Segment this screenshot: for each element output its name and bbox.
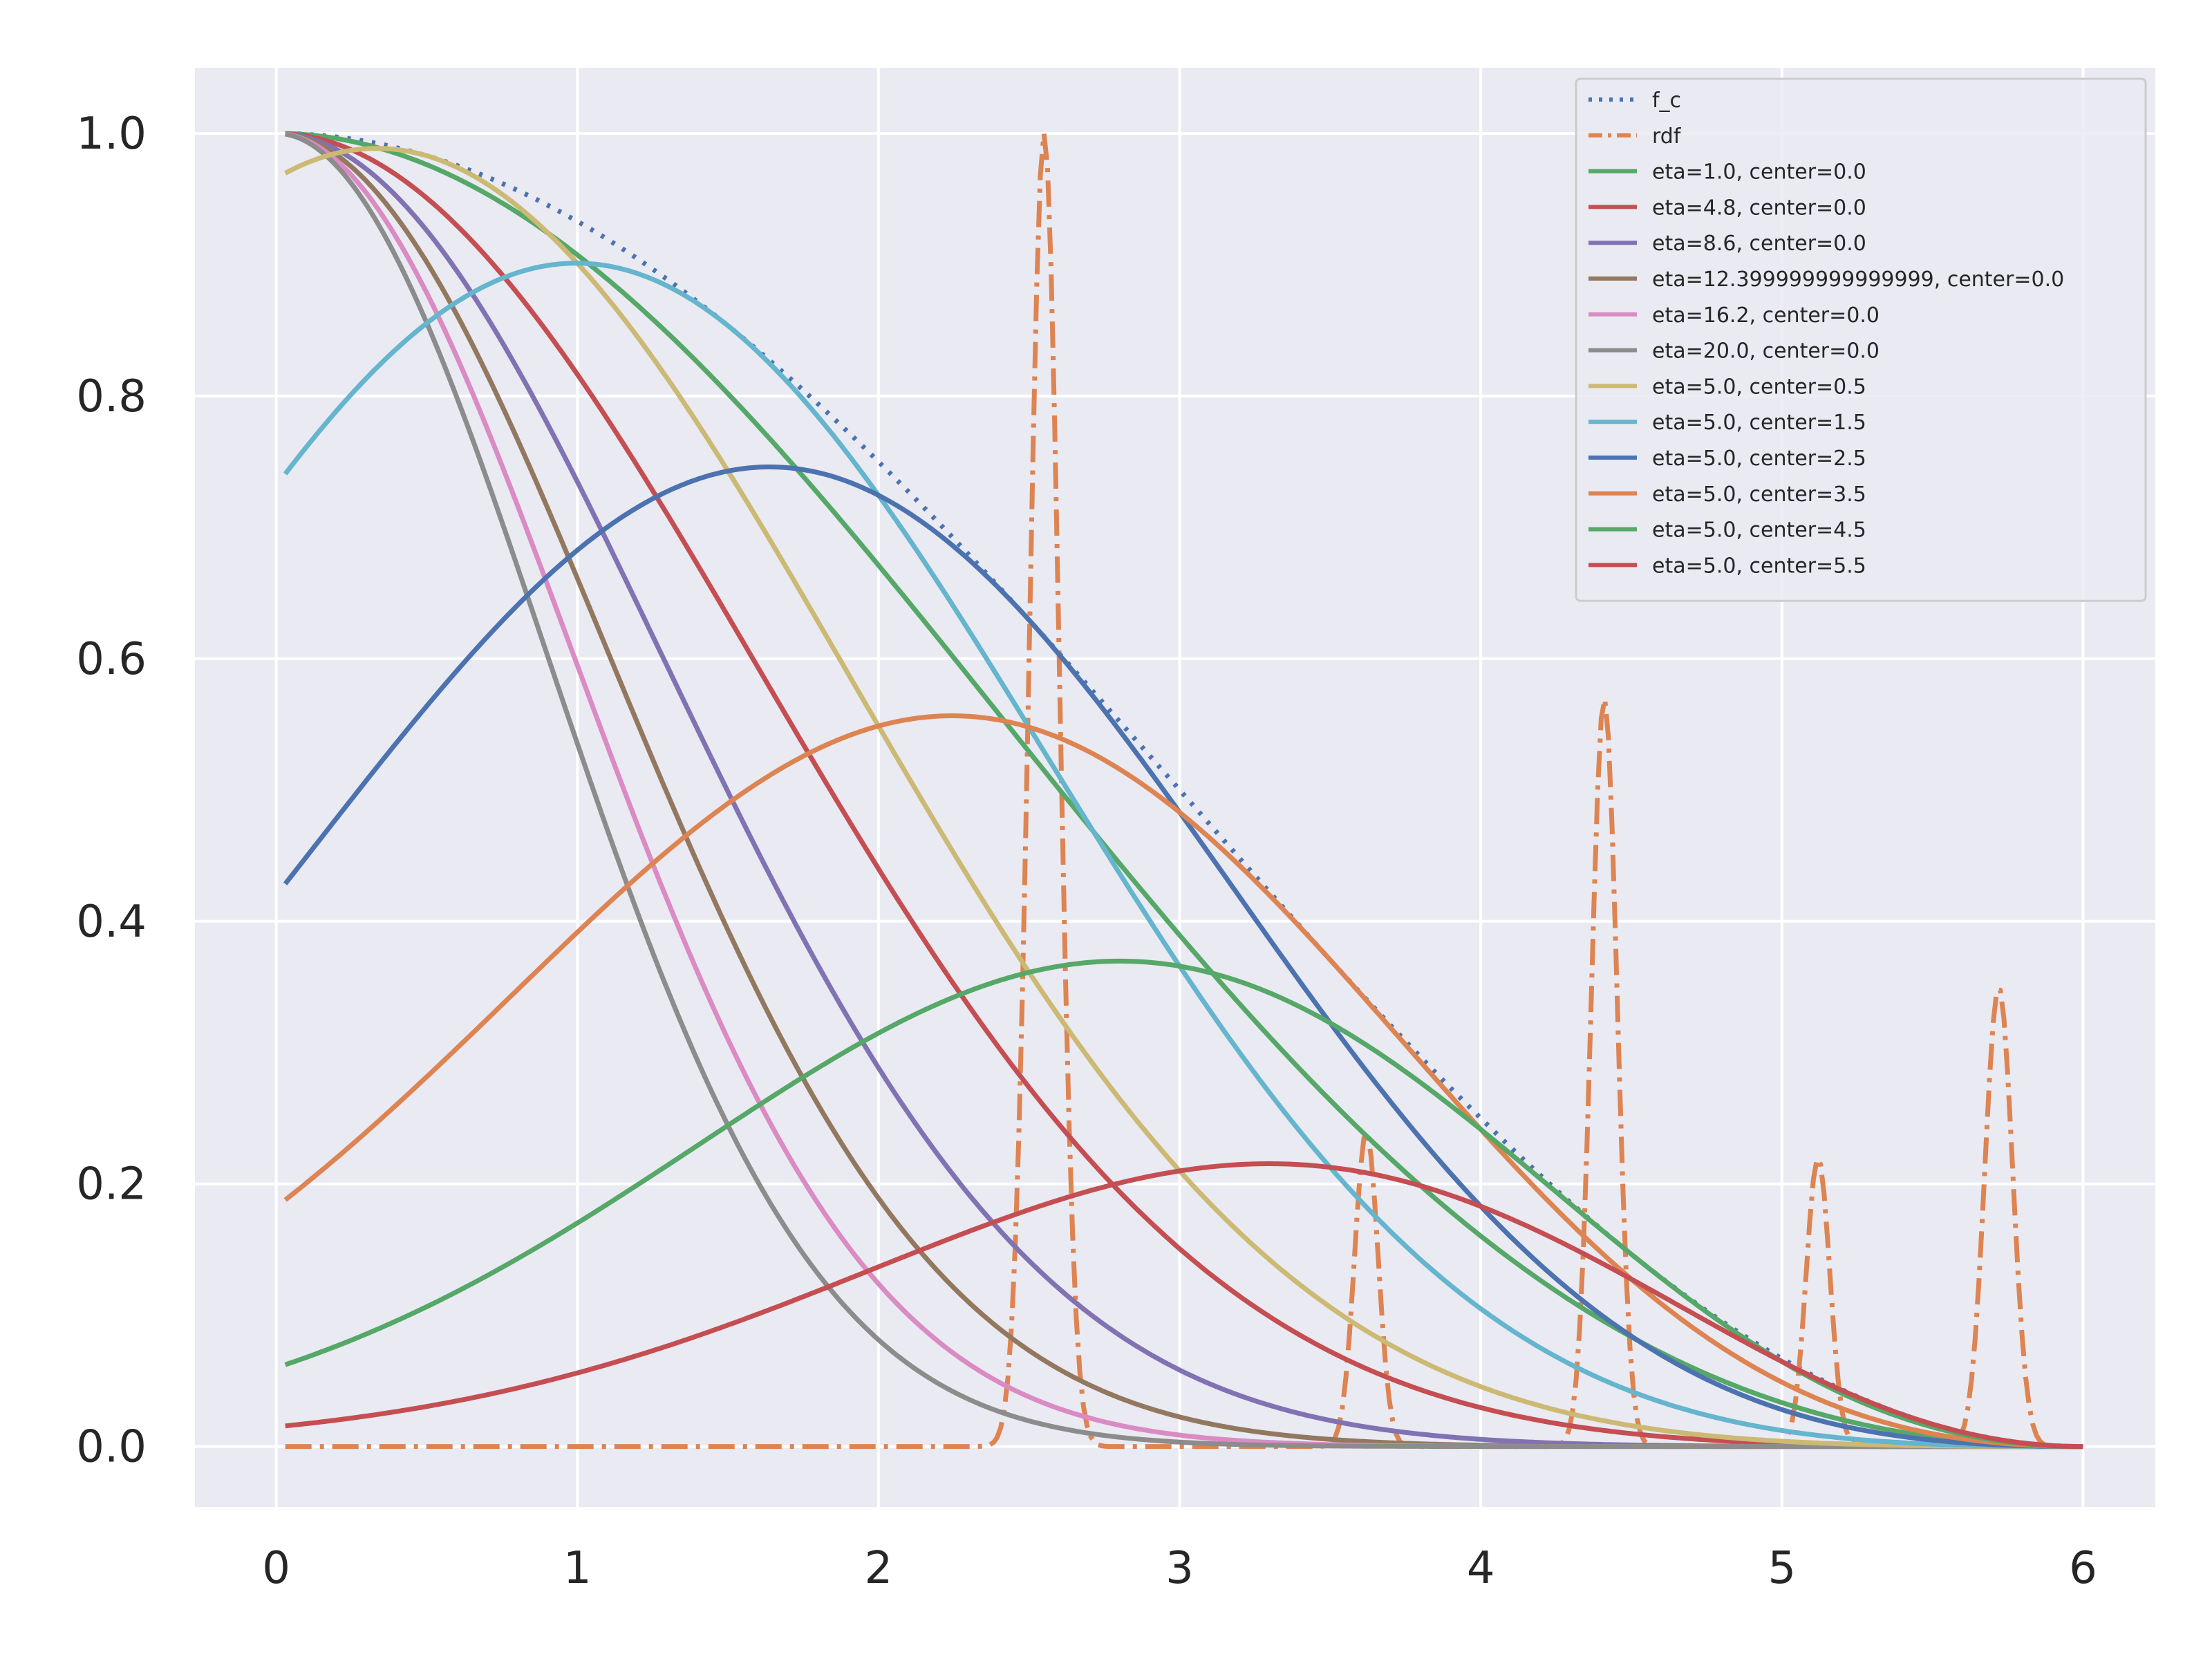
legend-label: eta=16.2, center=0.0 — [1652, 303, 1880, 328]
legend-label: eta=20.0, center=0.0 — [1652, 339, 1880, 364]
legend-label: eta=5.0, center=2.5 — [1652, 447, 1866, 471]
series-eta-5-0-center-0-5 — [284, 146, 2083, 1450]
y-tick-label: 0.8 — [76, 371, 147, 422]
legend-label: eta=1.0, center=0.0 — [1652, 160, 1866, 185]
x-tick-label: 4 — [1467, 1543, 1495, 1594]
legend-label: eta=12.399999999999999, center=0.0 — [1652, 268, 2064, 292]
legend-label: rdf — [1652, 124, 1682, 149]
series-eta-5-0-center-3-5 — [283, 713, 2083, 1450]
legend-label: eta=5.0, center=1.5 — [1652, 411, 1866, 435]
y-tick-label: 0.4 — [76, 897, 147, 948]
tick-labels: 0 1 2 3 4 5 6 0.0 0.2 0.4 0.6 0.8 1.0 — [76, 109, 2097, 1594]
legend-label: eta=8.6, center=0.0 — [1652, 232, 1866, 256]
x-tick-label: 6 — [2069, 1543, 2097, 1594]
x-tick-label: 1 — [563, 1543, 592, 1594]
series-eta-5-0-center-5-5 — [285, 1161, 2083, 1450]
legend-label: eta=5.0, center=4.5 — [1652, 518, 1866, 543]
legend-label: eta=5.0, center=0.5 — [1652, 375, 1866, 399]
x-tick-label: 3 — [1165, 1543, 1194, 1594]
y-tick-label: 0.2 — [76, 1159, 147, 1210]
legend-label: eta=4.8, center=0.0 — [1652, 196, 1866, 220]
legend-label: eta=5.0, center=3.5 — [1652, 482, 1866, 507]
x-tick-label: 0 — [262, 1543, 290, 1594]
series-layer — [283, 131, 2083, 1450]
legend-label: eta=5.0, center=5.5 — [1652, 554, 1866, 578]
y-tick-label: 1.0 — [76, 109, 147, 160]
legend-frame — [1575, 77, 2147, 602]
series-eta-5-0-center-1-5 — [283, 261, 2083, 1450]
y-tick-label: 0.0 — [76, 1422, 147, 1473]
y-tick-label: 0.6 — [76, 634, 147, 685]
series-f-c — [285, 131, 2083, 1450]
x-tick-label: 5 — [1768, 1543, 1796, 1594]
series-eta-1-0-center-0-0 — [285, 131, 2083, 1450]
x-tick-label: 2 — [865, 1543, 893, 1594]
series-eta-20-0-center-0-0 — [284, 131, 2083, 1450]
legend-label: f_c — [1652, 88, 1681, 113]
